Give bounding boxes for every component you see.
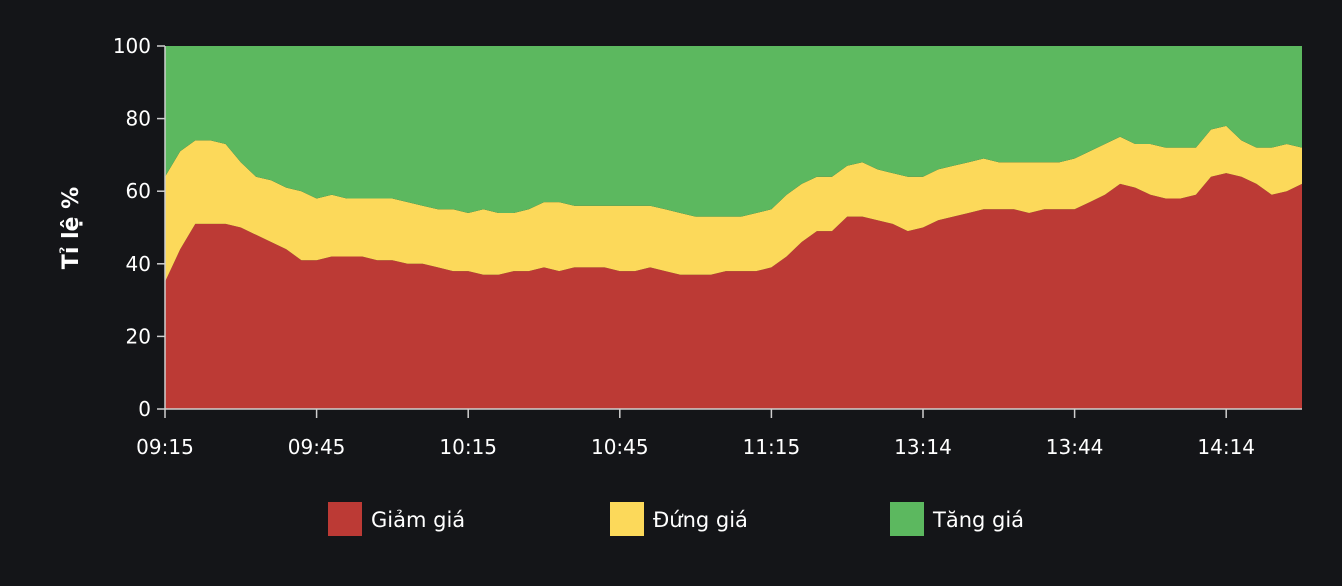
axes	[164, 46, 1302, 410]
y-tick-label: 100	[113, 34, 151, 58]
y-tick-label: 40	[126, 252, 151, 276]
legend: Giảm giá Đứng giá Tăng giá	[328, 502, 1024, 536]
y-tick-label: 80	[126, 107, 151, 131]
x-tick-label: 09:15	[136, 435, 194, 459]
y-tick-label: 60	[126, 179, 151, 203]
y-axis-ticks: 0 20 40 60 80 100	[113, 34, 165, 421]
x-tick-label: 13:14	[894, 435, 952, 459]
x-tick-label: 13:44	[1046, 435, 1104, 459]
x-axis-ticks: 09:15 09:45 10:15 10:45 11:15 13:14 13:44 14:14	[136, 409, 1255, 459]
y-tick-label: 20	[126, 324, 151, 348]
series-area-3	[165, 46, 1302, 217]
x-tick-label: 14:14	[1197, 435, 1255, 459]
series-area-1	[165, 173, 1302, 409]
legend-swatch-1	[328, 502, 362, 536]
y-tick-label: 0	[138, 397, 151, 421]
series-area-2	[165, 125, 1302, 282]
x-tick-label: 10:45	[591, 435, 649, 459]
legend-swatch-3	[890, 502, 924, 536]
x-tick-label: 09:45	[288, 435, 346, 459]
x-tick-label: 10:15	[439, 435, 497, 459]
legend-label-1: Giảm giá	[371, 508, 465, 532]
legend-label-3: Tăng giá	[932, 508, 1024, 532]
y-axis-title: Tỉ lệ %	[59, 187, 84, 269]
plot-area	[165, 46, 1302, 409]
legend-label-2: Đứng giá	[653, 508, 748, 532]
x-tick-label: 11:15	[743, 435, 801, 459]
legend-swatch-2	[610, 502, 644, 536]
